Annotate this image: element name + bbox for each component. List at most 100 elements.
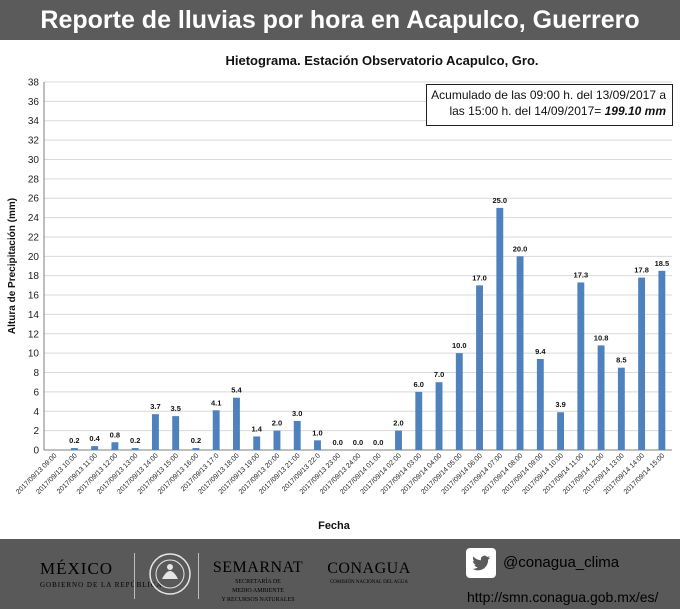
mexico-seal-icon — [149, 553, 191, 595]
semarnat-sub2: MEDIO AMBIENTE — [232, 588, 284, 594]
gobierno-logo: MÉXICO GOBIERNO DE LA REPÚBLICA — [40, 559, 163, 589]
website-link[interactable]: http://smn.conagua.gob.mx/es/ — [467, 589, 659, 605]
data-label: 2.0 — [272, 419, 282, 428]
data-label: 17.0 — [472, 273, 487, 282]
data-label: 6.0 — [414, 380, 424, 389]
data-label: 10.0 — [452, 341, 467, 350]
data-label: 0.0 — [333, 438, 343, 447]
divider — [134, 553, 135, 599]
gob-name: MÉXICO — [40, 559, 114, 578]
data-label: 20.0 — [513, 244, 528, 253]
bar — [172, 416, 180, 450]
y-tick-label: 20 — [28, 252, 40, 263]
data-label: 0.0 — [373, 438, 383, 447]
y-tick-label: 24 — [28, 213, 40, 224]
data-label: 0.4 — [89, 434, 100, 443]
data-label: 9.4 — [535, 347, 546, 356]
y-tick-label: 18 — [28, 271, 40, 282]
y-tick-label: 26 — [28, 194, 40, 205]
data-label: 5.4 — [231, 386, 242, 395]
bar — [577, 282, 585, 450]
y-tick-label: 6 — [33, 387, 39, 398]
bar — [536, 358, 544, 450]
grid-lines — [44, 81, 672, 432]
y-tick-label: 32 — [28, 136, 40, 147]
bar — [658, 270, 666, 450]
hietograma-chart: 0.2 0.4 0.8 0.2 3.7 3.5 0.2 4.1 5.4 1.4 2.0 3.0 1.0 0… — [7, 53, 672, 532]
data-label: 7.0 — [434, 370, 444, 379]
y-tick-label: 4 — [33, 407, 39, 418]
bar — [131, 448, 139, 450]
bar — [476, 285, 483, 450]
bar — [111, 442, 119, 450]
chart-axes — [43, 82, 672, 451]
data-label: 3.9 — [555, 400, 565, 409]
y-tick-label: 14 — [28, 310, 40, 321]
bar — [597, 345, 605, 450]
data-label: 1.0 — [312, 428, 322, 437]
semarnat-sub1: SECRETARÍA DE — [235, 579, 281, 585]
y-tick-label: 10 — [28, 349, 40, 360]
conagua-name: CONAGUA — [327, 560, 411, 577]
data-labels: 0.2 0.4 0.8 0.2 3.7 3.5 0.2 4.1 5.4 1.4 2.0 3.0 1.0 0… — [69, 196, 669, 447]
data-label: 10.8 — [594, 333, 609, 342]
conagua-logo: CONAGUA COMISIÓN NACIONAL DEL AGUA — [324, 560, 414, 585]
annotation-line2: las 15:00 h. del 14/09/2017= — [449, 104, 602, 118]
page-title: Reporte de lluvias por hora en Acapulco,… — [0, 0, 680, 40]
data-label: 25.0 — [493, 196, 508, 205]
bar — [455, 353, 463, 450]
bars — [70, 207, 666, 450]
bar — [233, 397, 240, 450]
twitter-icon[interactable] — [466, 548, 496, 578]
bar — [212, 410, 220, 450]
bar — [293, 420, 301, 450]
x-tick-label: 2017/09/14 15:00 — [623, 452, 667, 496]
footer — [0, 539, 680, 609]
accumulated-annotation: Acumulado de las 09:00 h. del 13/09/2017… — [426, 84, 673, 126]
data-label: 3.5 — [170, 404, 180, 413]
gob-sub: GOBIERNO DE LA REPÚBLICA — [40, 581, 163, 589]
data-label: 4.1 — [211, 398, 221, 407]
data-label: 0.8 — [110, 430, 120, 439]
data-label: 3.0 — [292, 409, 302, 418]
bar — [435, 382, 443, 450]
data-label: 0.2 — [69, 436, 79, 445]
twitter-handle[interactable]: @conagua_clima — [503, 554, 620, 571]
y-tick-label: 34 — [28, 116, 40, 127]
bar — [70, 448, 78, 450]
y-tick-label: 2 — [33, 426, 39, 437]
y-tick-label: 8 — [33, 368, 39, 379]
chart-title: Hietograma. Estación Observatorio Acapul… — [225, 53, 538, 68]
data-label: 0.2 — [191, 436, 201, 445]
data-label: 1.4 — [251, 424, 262, 433]
y-tick-label: 12 — [28, 329, 40, 340]
y-tick-label: 36 — [28, 97, 40, 108]
bar — [253, 436, 261, 450]
y-tick-label: 16 — [28, 291, 40, 302]
data-label: 17.8 — [634, 266, 649, 275]
bar — [395, 430, 402, 450]
conagua-sub: COMISIÓN NACIONAL DEL AGUA — [329, 580, 409, 585]
bar — [314, 440, 321, 450]
bar — [91, 446, 99, 450]
bar — [415, 391, 423, 450]
data-label: 2.0 — [393, 419, 403, 428]
data-label: 3.7 — [150, 402, 160, 411]
bar — [273, 430, 281, 450]
semarnat-name: SEMARNAT — [212, 559, 304, 576]
x-axis-label: Fecha — [318, 520, 351, 532]
bar — [496, 207, 504, 450]
bar — [617, 367, 625, 450]
data-label: 0.2 — [130, 436, 140, 445]
semarnat-logo: SEMARNAT SECRETARÍA DE MEDIO AMBIENTE Y … — [212, 559, 304, 604]
bar — [151, 414, 159, 450]
y-tick-label: 28 — [28, 174, 40, 185]
semarnat-sub3: Y RECURSOS NATURALES — [221, 597, 295, 603]
data-label: 17.3 — [574, 270, 589, 279]
divider — [198, 553, 199, 599]
bar — [638, 277, 646, 450]
y-tick-label: 22 — [28, 232, 40, 243]
annotation-value: 199.10 mm — [604, 104, 666, 118]
data-label: 8.5 — [616, 356, 626, 365]
bar — [516, 256, 524, 450]
